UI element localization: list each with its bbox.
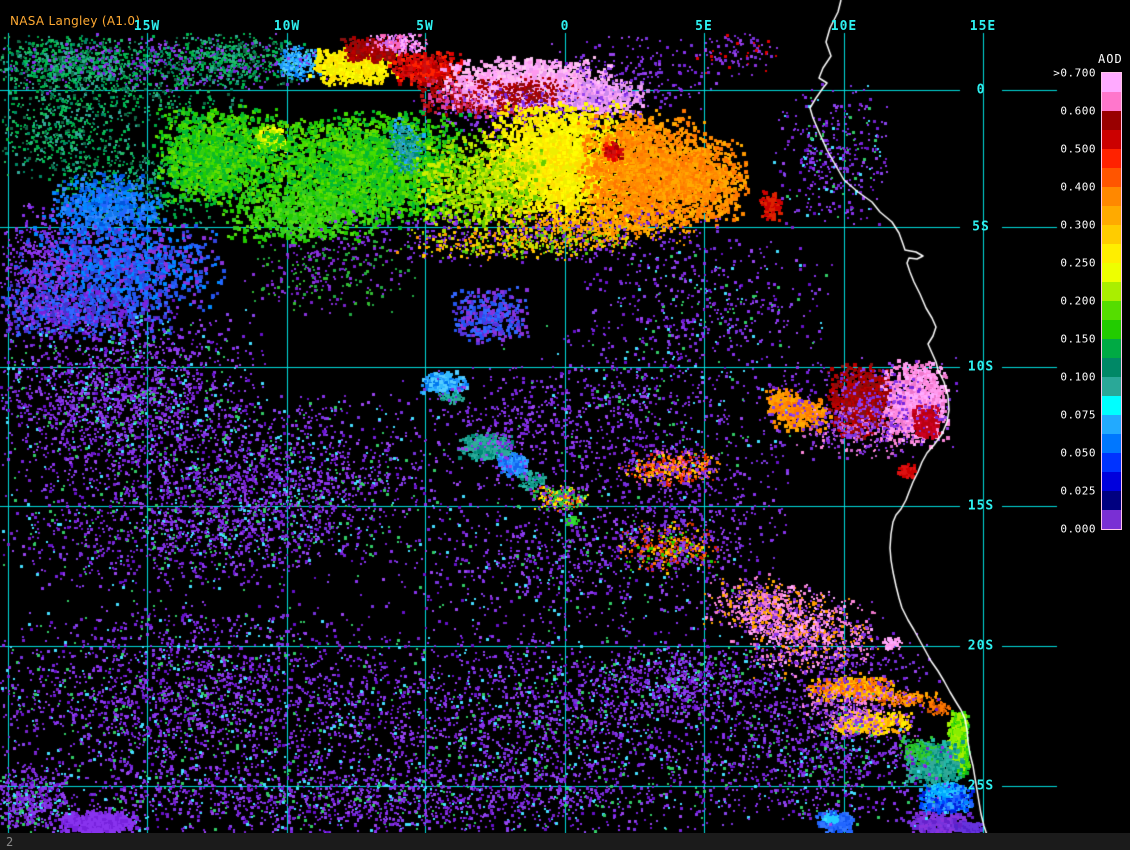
lat-label-0: 0 [976,82,986,98]
colorbar-swatch [1102,187,1121,206]
colorbar-swatch [1102,111,1121,130]
colorbar-swatch [1102,149,1121,168]
colorbar-tick: 0.600 [1060,104,1096,118]
lat-label-20S: 20S [967,638,995,654]
lon-label-15E: 15E [969,19,997,34]
colorbar-tick: 0.400 [1060,180,1096,194]
colorbar-swatch [1102,168,1121,187]
colorbar-swatch [1102,453,1121,472]
colorbar-tick: 0.050 [1060,446,1096,460]
colorbar-swatch [1102,339,1121,358]
colorbar-tick: 0.025 [1060,484,1096,498]
colorbar-tick: >0.700 [1053,66,1096,80]
colorbar-swatch [1102,358,1121,377]
aod-colorbar [1101,72,1122,530]
lat-label-25S: 25S [967,778,995,794]
colorbar-tick: 0.300 [1060,218,1096,232]
caption-bar: 2 MT10 AEROSOL OPT DEPTH AUG 04, 2017 12… [0,833,1130,850]
colorbar-tick: 0.150 [1060,332,1096,346]
colorbar-tick: 0.250 [1060,256,1096,270]
lon-label-15W: 15W [133,19,161,34]
colorbar-swatch [1102,263,1121,282]
lat-label-5S: 5S [972,219,990,235]
colorbar-swatch [1102,472,1121,491]
colorbar-swatch [1102,377,1121,396]
lon-label-10W: 10W [273,19,301,34]
colorbar-swatch [1102,415,1121,434]
lon-label-10E: 10E [830,19,858,34]
lon-label-5E: 5E [695,19,713,34]
stray-character: 2 [6,835,14,849]
colorbar-tick: 0.500 [1060,142,1096,156]
colorbar-tick: 0.200 [1060,294,1096,308]
colorbar-swatch [1102,92,1121,111]
map-title: NASA Langley (A1.0) [10,14,141,28]
colorbar-swatch [1102,301,1121,320]
colorbar-swatch [1102,510,1121,529]
colorbar-swatch [1102,73,1121,92]
colorbar-tick: 0.100 [1060,370,1096,384]
colorbar-swatch [1102,396,1121,415]
lon-label-0: 0 [560,19,570,34]
colorbar-tick: 0.075 [1060,408,1096,422]
colorbar-swatch [1102,282,1121,301]
colorbar-swatch [1102,130,1121,149]
colorbar-swatch [1102,206,1121,225]
lon-label-5W: 5W [416,19,434,34]
lat-label-10S: 10S [967,359,995,375]
lat-label-15S: 15S [967,498,995,514]
colorbar-title: AOD [1098,52,1123,66]
colorbar-swatch [1102,434,1121,453]
colorbar-tick: 0.000 [1060,522,1096,536]
colorbar-swatch [1102,320,1121,339]
colorbar-swatch [1102,491,1121,510]
colorbar-swatch [1102,225,1121,244]
colorbar-swatch [1102,244,1121,263]
